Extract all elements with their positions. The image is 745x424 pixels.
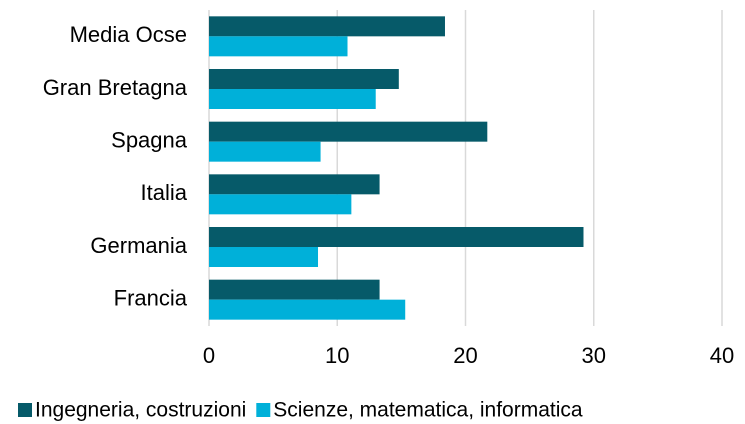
bar — [209, 194, 352, 215]
y-tick-label: Germania — [90, 233, 187, 258]
x-tick-label: 30 — [582, 343, 606, 368]
y-tick-label: Spagna — [111, 127, 188, 152]
bar — [209, 16, 445, 37]
y-tick-label: Italia — [141, 180, 188, 205]
y-tick-label: Media Ocse — [70, 22, 187, 47]
y-tick-label: Gran Bretagna — [43, 75, 188, 100]
x-tick-label: 10 — [325, 343, 349, 368]
x-tick-label: 20 — [453, 343, 477, 368]
bar — [209, 69, 399, 89]
legend-swatch — [256, 403, 271, 417]
bar — [209, 141, 321, 162]
bar — [209, 227, 584, 247]
bar — [209, 36, 348, 57]
bar — [209, 121, 488, 142]
x-tick-label: 40 — [710, 343, 734, 368]
x-tick-label: 0 — [203, 343, 215, 368]
bar — [209, 89, 376, 109]
y-tick-label: Francia — [114, 285, 188, 310]
legend-swatch — [18, 403, 32, 417]
legend-label: Scienze, matematica, informatica — [273, 399, 583, 422]
legend: Ingegneria, costruzioni Scienze, matemati… — [18, 399, 583, 422]
bar — [209, 174, 380, 195]
bar — [209, 247, 319, 267]
legend-label: Ingegneria, costruzioni — [35, 399, 246, 422]
bar — [209, 279, 380, 300]
bar — [209, 299, 406, 320]
